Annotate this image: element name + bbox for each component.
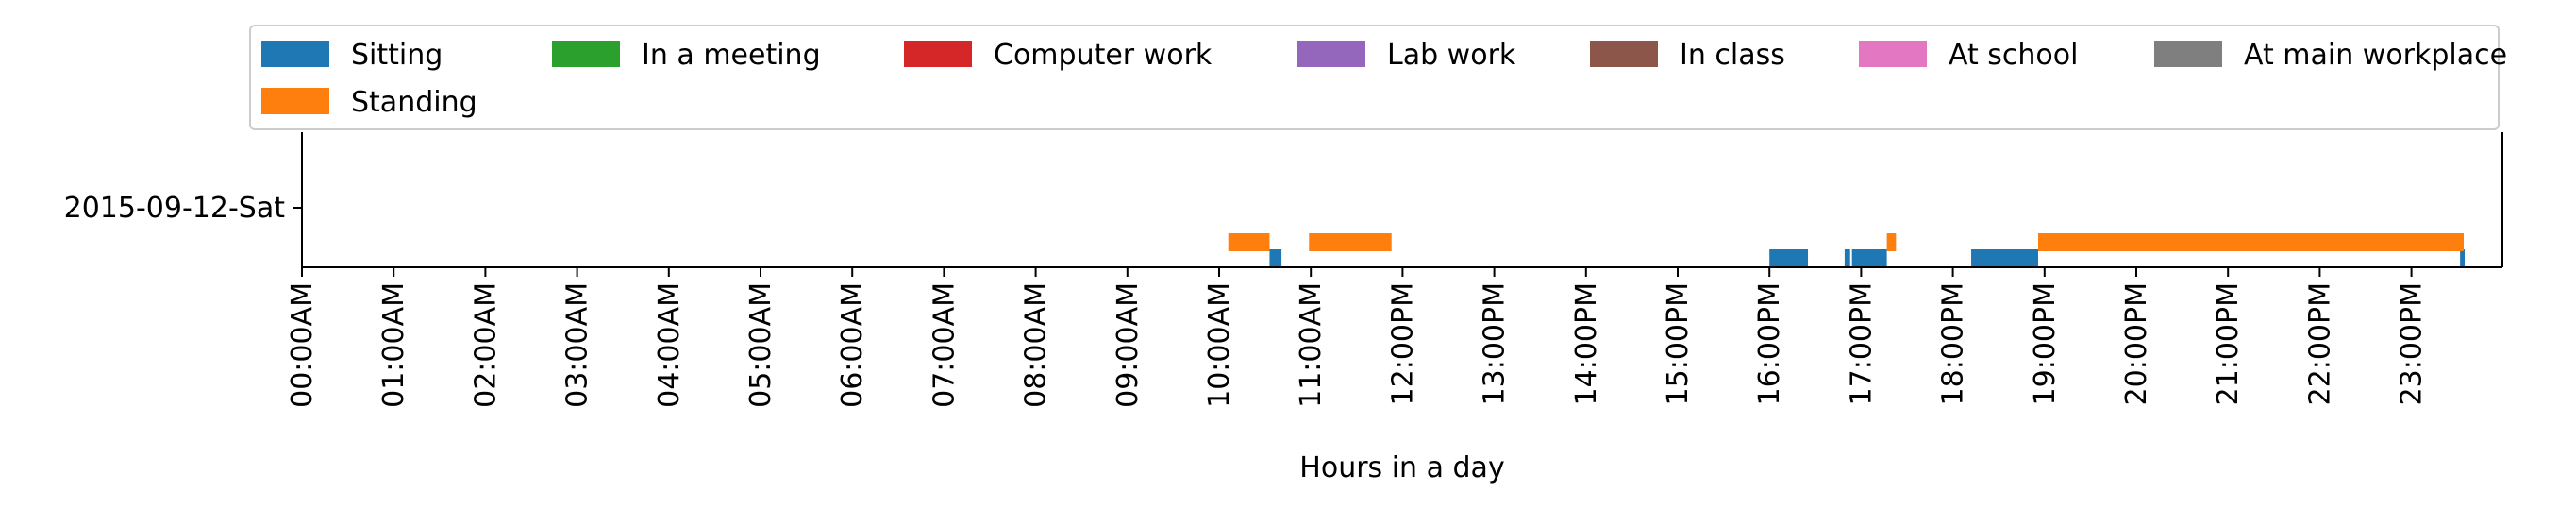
x-tick-label: 05:00AM: [744, 282, 778, 408]
bar-sitting-0: [1269, 249, 1282, 267]
x-tick-label: 02:00AM: [469, 282, 502, 408]
legend-label-computer-work: Computer work: [994, 39, 1213, 72]
x-tick-label: 10:00AM: [1203, 282, 1236, 408]
x-tick-label: 19:00PM: [2029, 282, 2062, 405]
legend-label-at-main-workplace: At main workplace: [2244, 39, 2507, 72]
x-tick-label: 09:00AM: [1112, 282, 1145, 408]
x-tick-label: 21:00PM: [2212, 282, 2245, 405]
x-tick-label: 00:00AM: [286, 282, 319, 408]
x-axis-label: Hours in a day: [1299, 451, 1504, 484]
plot-area: [1228, 233, 2465, 267]
x-tick-label: 07:00AM: [928, 282, 961, 408]
legend-swatch-at-main-workplace: [2154, 41, 2222, 67]
x-tick-label: 23:00PM: [2396, 282, 2429, 405]
legend-swatch-lab-work: [1297, 41, 1365, 67]
legend-label-at-school: At school: [1949, 39, 2078, 72]
x-tick-label: 12:00PM: [1386, 282, 1419, 405]
legend-label-in-class: In class: [1680, 39, 1785, 72]
bar-sitting-3: [1851, 249, 1887, 267]
x-tick-label: 16:00PM: [1753, 282, 1786, 405]
x-tick-label: 15:00PM: [1662, 282, 1695, 405]
x-tick-label: 22:00PM: [2303, 282, 2336, 405]
y-tick-label: 2015-09-12-Sat: [64, 192, 286, 225]
bar-standing-1: [1309, 233, 1392, 251]
x-tick-label: 01:00AM: [377, 282, 410, 408]
x-tick-label: 17:00PM: [1845, 282, 1878, 405]
legend-swatch-at-school: [1859, 41, 1927, 67]
x-tick-label: 18:00PM: [1937, 282, 1970, 405]
legend-frame: [249, 25, 2500, 130]
legend-label-in-a-meeting: In a meeting: [642, 39, 821, 72]
legend-swatch-sitting: [261, 41, 329, 67]
legend-label-sitting: Sitting: [351, 39, 443, 72]
legend-swatch-in-a-meeting: [552, 41, 620, 67]
legend-swatch-computer-work: [904, 41, 972, 67]
bar-sitting-5: [2460, 249, 2465, 267]
x-tick-label: 11:00AM: [1295, 282, 1328, 408]
bar-sitting-1: [1769, 249, 1809, 267]
legend-swatch-standing: [261, 88, 329, 114]
bar-standing-0: [1228, 233, 1270, 251]
legend-swatch-in-class: [1590, 41, 1658, 67]
x-tick-label: 14:00PM: [1570, 282, 1603, 405]
bar-standing-2: [1886, 233, 1897, 251]
x-tick-label: 06:00AM: [836, 282, 869, 408]
legend: Sitting Standing In a meeting Computer work…: [249, 25, 2507, 130]
legend-label-lab-work: Lab work: [1387, 39, 1516, 72]
x-tick-label: 03:00AM: [561, 282, 594, 408]
x-tick-label: 04:00AM: [653, 282, 686, 408]
bar-sitting-2: [1844, 249, 1850, 267]
bar-standing-3: [2038, 233, 2465, 251]
x-tick-label: 08:00AM: [1020, 282, 1053, 408]
bar-sitting-4: [1971, 249, 2038, 267]
axes: Hours in a day 2015-09-12-Sat 00:00AM 01:0…: [64, 132, 2503, 484]
legend-label-standing: Standing: [351, 86, 477, 119]
x-tick-label: 20:00PM: [2120, 282, 2153, 405]
x-tick-label: 13:00PM: [1479, 282, 1512, 405]
